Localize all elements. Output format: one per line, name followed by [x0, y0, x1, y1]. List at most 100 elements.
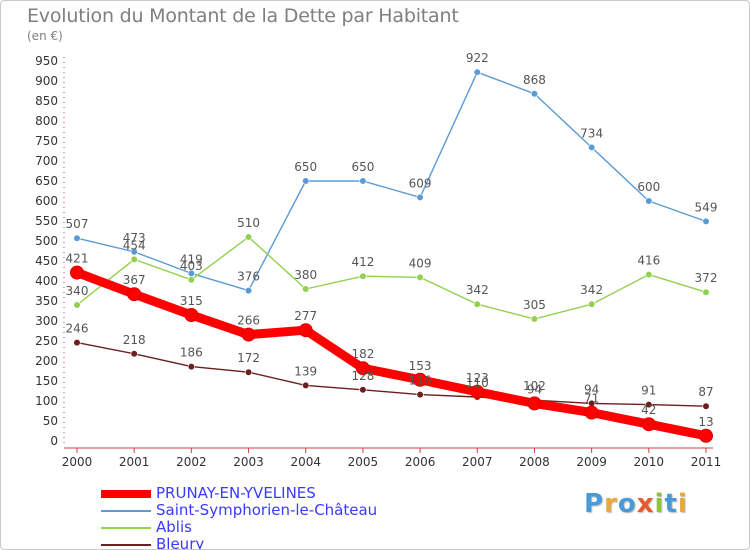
data-point: [302, 285, 310, 293]
data-label: 87: [698, 385, 713, 399]
data-point: [130, 350, 138, 358]
x-tick-label: 2009: [576, 455, 607, 469]
data-label: 868: [523, 73, 546, 87]
data-label: 139: [294, 364, 317, 378]
data-point: [641, 417, 656, 432]
x-tick-label: 2002: [176, 455, 207, 469]
data-label: 153: [409, 359, 432, 373]
data-label: 549: [695, 200, 718, 214]
series-line: [76, 236, 707, 320]
data-point: [184, 308, 199, 322]
data-label: 367: [123, 273, 146, 287]
series-layer: [70, 68, 713, 443]
data-label: 315: [180, 294, 203, 308]
data-point: [359, 177, 367, 185]
data-label: 102: [523, 379, 546, 393]
y-tick-label: 750: [35, 134, 58, 148]
data-point: [473, 300, 481, 308]
proxiti-logo: Proxiti: [584, 489, 688, 519]
y-tick-label: 300: [35, 314, 58, 328]
legend-label: Ablis: [156, 518, 192, 536]
legend-swatch: [101, 544, 151, 546]
y-tick-label: 250: [35, 334, 58, 348]
data-label: 91: [641, 384, 656, 398]
data-point: [584, 405, 599, 420]
x-tick-label: 2003: [233, 455, 264, 469]
chart-title: Evolution du Montant de la Dette par Hab…: [27, 5, 459, 27]
logo-letter: i: [677, 489, 688, 519]
y-tick-label: 600: [35, 194, 58, 208]
data-label: 454: [123, 238, 146, 252]
data-label: 342: [466, 283, 489, 297]
data-point: [73, 234, 81, 242]
data-label: 609: [409, 176, 432, 190]
x-tick-label: 2008: [519, 455, 550, 469]
y-tick-label: 900: [35, 74, 58, 88]
data-label: 186: [180, 346, 203, 360]
y-tick-label: 50: [43, 414, 58, 428]
data-label: 600: [637, 180, 660, 194]
data-point: [527, 396, 542, 411]
x-tick-label: 2006: [405, 455, 436, 469]
x-tick-label: 2005: [348, 455, 379, 469]
data-labels: 507 473 419 376 650 650 609 922 868 734 600 549 340 4…: [66, 51, 718, 429]
data-point: [416, 193, 424, 201]
series-line: [76, 341, 707, 407]
data-point: [355, 361, 370, 376]
data-point: [73, 301, 81, 309]
data-point: [699, 428, 713, 443]
x-tick-label: 2011: [691, 455, 722, 469]
y-tick-label: 150: [35, 374, 58, 388]
data-point: [413, 372, 428, 387]
data-point: [645, 197, 653, 205]
legend-item: Ablis: [101, 519, 421, 536]
axes: 0 50 100 150 200 250 300 350 400 450 500 550 600 650 7…: [35, 54, 721, 469]
y-tick-label: 550: [35, 214, 58, 228]
data-point: [588, 143, 596, 151]
data-label: 342: [580, 283, 603, 297]
data-point: [645, 271, 653, 279]
data-label: 71: [584, 392, 599, 406]
data-point: [244, 233, 253, 241]
logo-letter: o: [617, 489, 637, 519]
logo-letter: i: [654, 489, 665, 519]
data-label: 419: [180, 252, 203, 266]
data-point: [470, 384, 485, 399]
data-point: [70, 265, 84, 280]
data-point: [298, 323, 313, 338]
logo-letter: P: [584, 489, 605, 519]
data-label: 277: [294, 309, 317, 323]
y-tick-label: 0: [50, 434, 58, 448]
data-point: [702, 288, 710, 296]
data-label: 380: [294, 268, 317, 282]
data-point: [473, 68, 481, 76]
data-label: 922: [466, 51, 489, 65]
data-label: 305: [523, 298, 546, 312]
data-label: 412: [351, 255, 374, 269]
legend-item: Bleury: [101, 535, 421, 550]
legend-label: PRUNAY-EN-YVELINES: [156, 484, 316, 502]
data-label: 473: [123, 231, 146, 245]
legend-label: Bleury: [156, 535, 205, 550]
data-label: 421: [66, 252, 89, 266]
y-tick-label: 500: [35, 234, 58, 248]
y-tick-label: 700: [35, 154, 58, 168]
y-tick-label: 350: [35, 294, 58, 308]
data-point: [127, 287, 142, 302]
legend-label: Saint-Symphorien-le-Château: [156, 501, 378, 519]
x-tick-label: 2000: [62, 455, 93, 469]
x-tick-label: 2007: [462, 455, 493, 469]
data-point: [187, 363, 195, 371]
data-point: [244, 368, 253, 376]
legend-swatch: [101, 527, 151, 529]
y-tick-label: 650: [35, 174, 58, 188]
data-label: 266: [237, 314, 260, 328]
logo-letter: t: [664, 489, 678, 519]
legend-item: Saint-Symphorien-le-Château: [101, 502, 421, 519]
data-point: [416, 273, 424, 282]
data-label: 403: [180, 259, 203, 273]
data-label: 409: [409, 256, 432, 270]
logo-letter: x: [636, 489, 655, 519]
legend: PRUNAY-EN-YVELINES Saint-Symphorien-le-Ch…: [101, 484, 421, 550]
